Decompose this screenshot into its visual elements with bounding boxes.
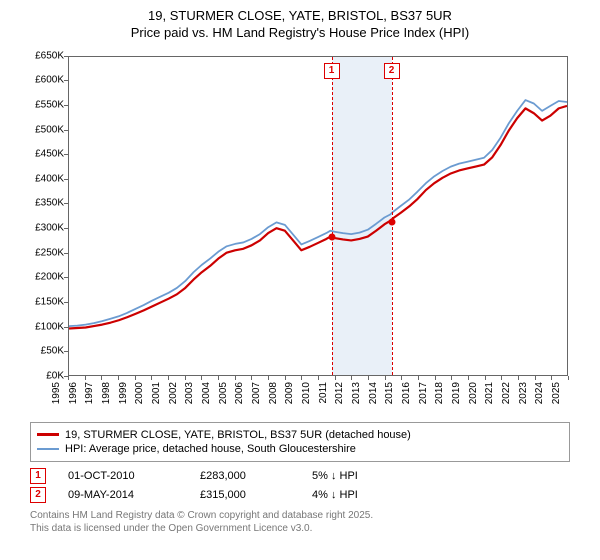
y-axis-label: £250K: [20, 247, 64, 258]
event-price: £315,000: [200, 489, 290, 501]
event-price: £283,000: [200, 470, 290, 482]
y-axis-label: £150K: [20, 296, 64, 307]
chart-title: 19, STURMER CLOSE, YATE, BRISTOL, BS37 5…: [8, 8, 592, 42]
event-vline: [332, 57, 333, 375]
event-row: 2 09-MAY-2014 £315,000 4% ↓ HPI: [30, 487, 570, 503]
legend-row: HPI: Average price, detached house, Sout…: [37, 443, 563, 455]
event-marker-box: 1: [324, 63, 340, 79]
event-marker-box: 2: [384, 63, 400, 79]
y-axis-label: £450K: [20, 149, 64, 160]
y-axis-label: £50K: [20, 346, 64, 357]
y-axis-label: £100K: [20, 321, 64, 332]
footnote: Contains HM Land Registry data © Crown c…: [30, 509, 570, 535]
event-row: 1 01-OCT-2010 £283,000 5% ↓ HPI: [30, 468, 570, 484]
y-axis-label: £650K: [20, 50, 64, 61]
events-table: 1 01-OCT-2010 £283,000 5% ↓ HPI 2 09-MAY…: [30, 468, 570, 503]
legend-row: 19, STURMER CLOSE, YATE, BRISTOL, BS37 5…: [37, 429, 563, 441]
x-axis-label: 2025: [551, 382, 585, 404]
y-axis-label: £200K: [20, 272, 64, 283]
event-delta: 4% ↓ HPI: [312, 489, 402, 501]
event-marker-2: 2: [30, 487, 46, 503]
plot-area: 12: [68, 56, 568, 376]
title-line1: 19, STURMER CLOSE, YATE, BRISTOL, BS37 5…: [8, 8, 592, 25]
event-vline: [392, 57, 393, 375]
footnote-line1: Contains HM Land Registry data © Crown c…: [30, 509, 570, 522]
y-axis-label: £550K: [20, 100, 64, 111]
y-axis-label: £300K: [20, 223, 64, 234]
legend-swatch-paid: [37, 433, 59, 436]
legend: 19, STURMER CLOSE, YATE, BRISTOL, BS37 5…: [30, 422, 570, 462]
y-axis-label: £0K: [20, 370, 64, 381]
event-dot: [328, 234, 335, 241]
title-line2: Price paid vs. HM Land Registry's House …: [8, 25, 592, 42]
series-paid: [69, 106, 567, 329]
event-date: 01-OCT-2010: [68, 470, 178, 482]
chart-lines: [69, 57, 567, 375]
y-axis-label: £500K: [20, 124, 64, 135]
y-axis-label: £400K: [20, 173, 64, 184]
event-date: 09-MAY-2014: [68, 489, 178, 501]
legend-swatch-hpi: [37, 448, 59, 450]
chart: 12 £0K£50K£100K£150K£200K£250K£300K£350K…: [20, 46, 580, 416]
event-dot: [388, 218, 395, 225]
y-axis-label: £350K: [20, 198, 64, 209]
event-delta: 5% ↓ HPI: [312, 470, 402, 482]
legend-label-paid: 19, STURMER CLOSE, YATE, BRISTOL, BS37 5…: [65, 429, 411, 441]
series-hpi: [69, 100, 567, 326]
legend-label-hpi: HPI: Average price, detached house, Sout…: [65, 443, 356, 455]
footnote-line2: This data is licensed under the Open Gov…: [30, 522, 570, 535]
y-axis-label: £600K: [20, 75, 64, 86]
event-marker-1: 1: [30, 468, 46, 484]
